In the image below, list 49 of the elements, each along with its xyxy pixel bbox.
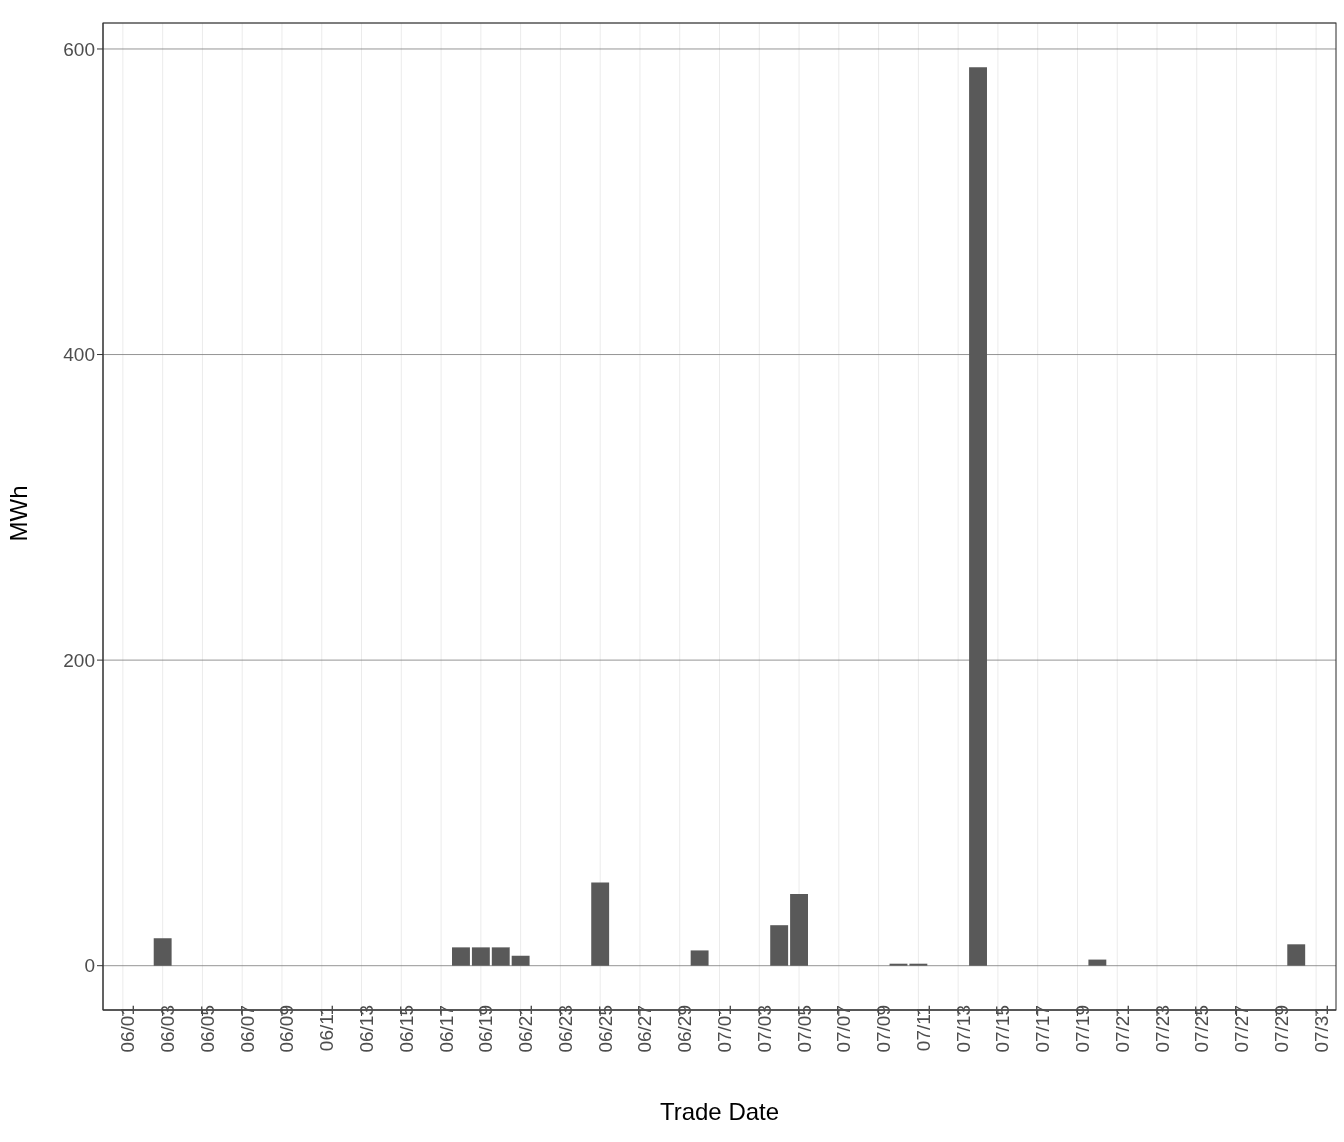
x-tick-label: 06/09 [276, 1005, 298, 1053]
x-tick-label: 06/03 [157, 1005, 179, 1053]
x-tick-label: 07/03 [753, 1005, 775, 1053]
x-axis-title: Trade Date [659, 1098, 780, 1125]
bar [452, 947, 470, 966]
x-tick-label: 06/19 [475, 1005, 497, 1053]
x-tick-label: 07/25 [1191, 1005, 1213, 1053]
x-tick-label: 06/27 [634, 1005, 656, 1053]
bar [153, 938, 172, 966]
bar [1088, 959, 1107, 966]
x-tick-label: 07/13 [952, 1005, 974, 1053]
x-tick-label: 07/23 [1151, 1005, 1173, 1053]
bar [1287, 944, 1306, 966]
x-tick-label: 07/21 [1111, 1005, 1133, 1053]
bar [471, 947, 490, 966]
x-tick-label: 07/11 [912, 1005, 934, 1052]
y-axis-title: MWh [4, 485, 32, 542]
x-tick-label: 07/05 [793, 1005, 815, 1053]
x-tick-label: 06/21 [515, 1005, 537, 1053]
bar [591, 882, 610, 966]
x-tick-label: 06/17 [435, 1005, 457, 1053]
x-tick-label: 07/07 [833, 1005, 855, 1053]
x-tick-label: 06/11 [316, 1005, 338, 1052]
y-tick-label: 0 [84, 955, 95, 977]
y-tick-label: 400 [63, 344, 95, 366]
bar [690, 950, 709, 966]
y-tick-label: 200 [63, 649, 95, 671]
bar [511, 955, 530, 966]
x-tick-label: 07/19 [1071, 1005, 1093, 1053]
x-tick-label: 06/13 [356, 1005, 378, 1053]
x-tick-label: 07/15 [992, 1005, 1014, 1053]
x-tick-label: 06/23 [554, 1005, 576, 1053]
x-tick-label: 06/29 [674, 1005, 696, 1053]
x-tick-label: 07/31 [1310, 1005, 1332, 1053]
x-tick-label: 07/17 [1032, 1005, 1054, 1053]
x-tick-label: 06/25 [594, 1005, 616, 1053]
bar [969, 67, 987, 966]
x-tick-label: 07/01 [713, 1005, 735, 1053]
x-tick-label: 06/07 [236, 1005, 258, 1053]
x-tick-label: 07/29 [1270, 1005, 1292, 1053]
y-tick-label: 600 [63, 38, 95, 60]
x-tick-label: 06/01 [117, 1005, 139, 1053]
x-tick-label: 07/09 [873, 1005, 895, 1053]
bar [790, 893, 808, 966]
x-tick-label: 07/27 [1231, 1005, 1253, 1053]
bar [770, 925, 789, 966]
x-tick-label: 06/15 [395, 1005, 417, 1053]
bar [491, 947, 510, 966]
x-tick-label: 06/05 [196, 1005, 218, 1053]
